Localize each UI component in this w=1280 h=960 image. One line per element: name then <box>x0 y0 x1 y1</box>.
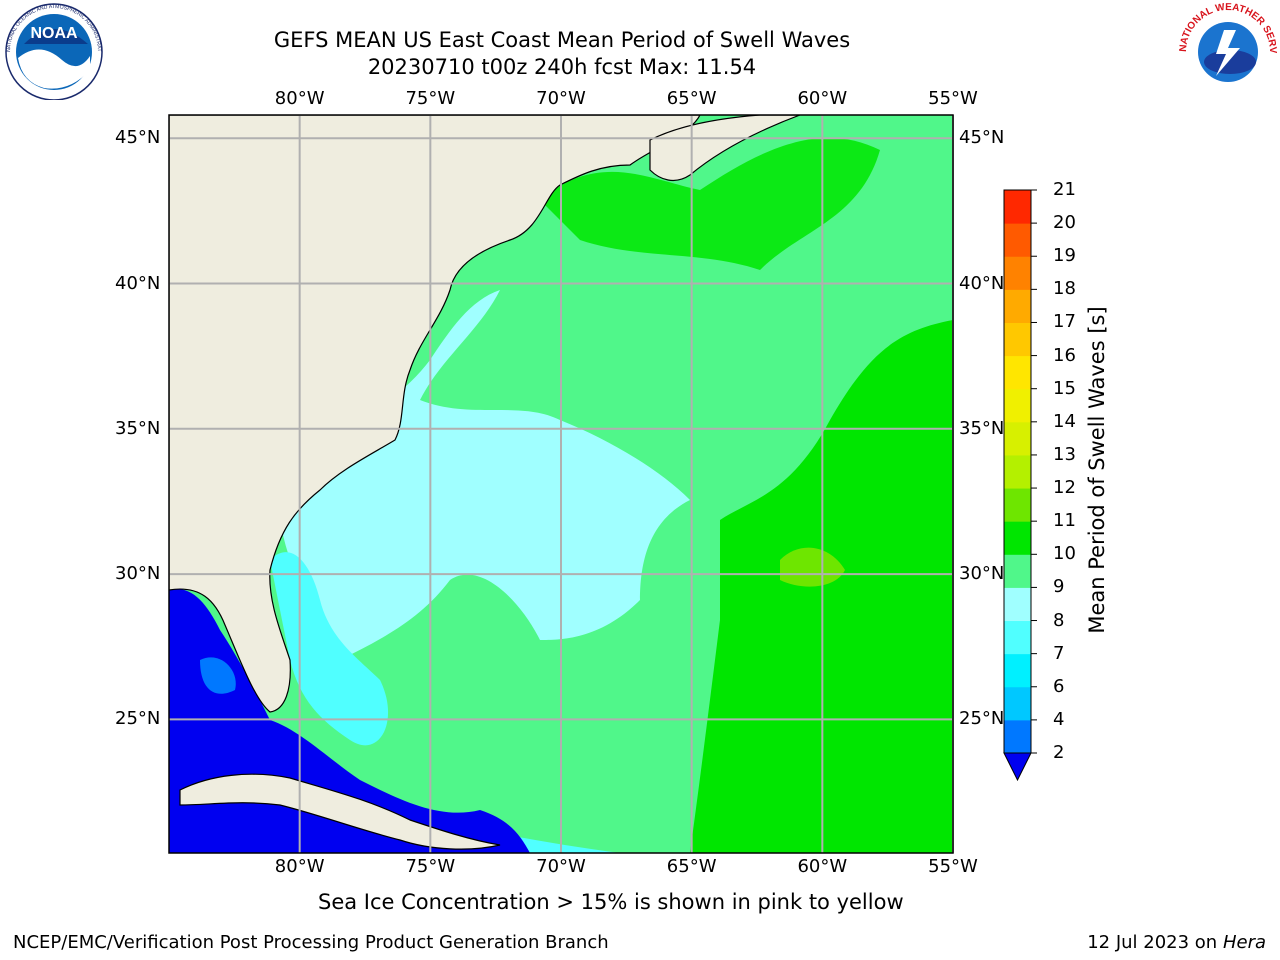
colorbar-tick-label: 16 <box>1053 344 1076 366</box>
lat-label-left: 45°N <box>115 127 161 149</box>
colorbar-bin <box>1004 686 1031 721</box>
credit-machine: Hera <box>1222 932 1266 953</box>
map-frame <box>168 114 954 854</box>
colorbar-tick-label: 6 <box>1053 675 1065 697</box>
colorbar-bin <box>1004 653 1031 688</box>
lat-label-right: 45°N <box>959 127 1005 149</box>
credit-branch: NCEP/EMC/Verification Post Processing Pr… <box>13 932 609 953</box>
lat-label-right: 25°N <box>959 708 1005 730</box>
lon-label-top: 80°W <box>274 88 325 109</box>
colorbar-bin <box>1004 454 1031 489</box>
colorbar-tick-label: 15 <box>1053 377 1076 399</box>
lon-label-top: 70°W <box>536 88 586 109</box>
colorbar-tick-label: 20 <box>1053 212 1076 234</box>
sea-ice-note: Sea Ice Concentration > 15% is shown in … <box>318 890 904 914</box>
credit-date: 12 Jul 2023 on Hera <box>1087 932 1266 953</box>
colorbar-tick-label: 7 <box>1053 642 1065 664</box>
colorbar-bin <box>1004 587 1031 622</box>
lon-label-top: 75°W <box>405 88 456 109</box>
colorbar-bin <box>1004 554 1031 588</box>
colorbar-bin <box>1004 256 1031 290</box>
colorbar-bin <box>1004 620 1031 655</box>
noaa-logo-text: NOAA <box>30 25 78 42</box>
lon-label-bottom: 80°W <box>274 856 325 877</box>
colorbar-bin <box>1004 289 1031 323</box>
colorbar-bin <box>1004 223 1031 257</box>
colorbar-tick-label: 18 <box>1053 278 1076 300</box>
lon-label-bottom: 70°W <box>536 856 586 877</box>
colorbar-tick-label: 11 <box>1053 510 1076 532</box>
lat-label-left: 25°N <box>115 708 161 730</box>
contour-8-9s <box>280 290 690 660</box>
colorbar-tick-label: 13 <box>1053 443 1076 465</box>
colorbar-tick-label: 4 <box>1053 708 1065 730</box>
colorbar-tick-label: 8 <box>1053 609 1065 631</box>
colorbar-bin <box>1004 521 1031 555</box>
lat-label-right: 30°N <box>959 563 1005 585</box>
colorbar <box>1003 189 1037 782</box>
colorbar-bin <box>1004 322 1031 357</box>
lat-label-left: 30°N <box>115 563 161 585</box>
colorbar-tick-label: 9 <box>1053 576 1065 598</box>
noaa-logo: NOAA NATIONAL OCEANIC AND ATMOSPHERIC AD… <box>0 0 103 100</box>
colorbar-tick-label: 19 <box>1053 245 1076 267</box>
colorbar-extend-arrow <box>1003 752 1032 782</box>
chart-title: GEFS MEAN US East Coast Mean Period of S… <box>273 28 851 52</box>
colorbar-tick-label: 2 <box>1053 742 1065 763</box>
colorbar-bin <box>1004 719 1031 754</box>
colorbar-tick-label: 21 <box>1053 179 1076 200</box>
lon-label-bottom: 60°W <box>797 856 848 877</box>
contour-10-11s-north <box>540 137 880 270</box>
lon-label-bottom: 65°W <box>666 856 717 877</box>
nws-logo: NATIONAL WEATHER SERVICE <box>1176 0 1278 98</box>
colorbar-bin <box>1004 190 1031 224</box>
chart-subtitle: 20230710 t00z 240h fcst Max: 11.54 <box>367 55 757 79</box>
colorbar-tick-label: 14 <box>1053 410 1076 432</box>
lon-label-top: 60°W <box>797 88 848 109</box>
colorbar-bin <box>1004 488 1031 522</box>
lon-label-bottom: 75°W <box>405 856 456 877</box>
colorbar-label: Mean Period of Swell Waves [s] <box>1085 306 1109 634</box>
lat-label-right: 40°N <box>959 272 1005 294</box>
colorbar-bin <box>1004 388 1031 423</box>
colorbar-tick-label: 12 <box>1053 477 1076 499</box>
lat-label-right: 35°N <box>959 417 1005 439</box>
lat-label-left: 35°N <box>115 417 161 439</box>
land-cuba <box>179 773 501 850</box>
colorbar-bin <box>1004 421 1031 456</box>
colorbar-frame <box>1003 189 1032 754</box>
lon-label-top: 65°W <box>666 88 717 109</box>
contour-4-6s <box>200 657 236 694</box>
lat-label-left: 40°N <box>115 272 161 294</box>
lon-label-bottom: 55°W <box>928 856 978 877</box>
credit-date-text: 12 Jul 2023 on <box>1087 932 1223 953</box>
land-nova-scotia <box>649 115 801 182</box>
colorbar-tick-label: 10 <box>1053 543 1076 565</box>
colorbar-tick-label: 17 <box>1053 311 1076 333</box>
contour-11-12s <box>780 547 845 587</box>
lon-label-top: 55°W <box>928 88 978 109</box>
colorbar-bin <box>1004 355 1031 390</box>
